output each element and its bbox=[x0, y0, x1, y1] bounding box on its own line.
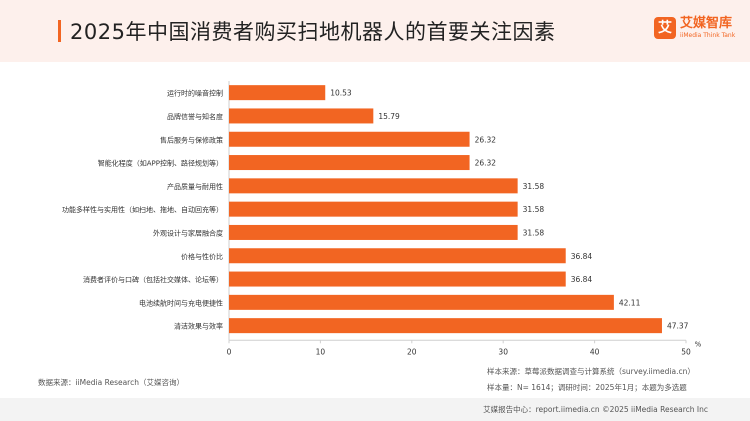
tick-label: 40 bbox=[590, 347, 600, 356]
category-label: 功能多样性与实用性（如扫地、拖地、自动回充等） bbox=[62, 205, 223, 214]
sample-source-note: 样本来源：草莓派数据调查与计算系统（survey.iimedia.cn） bbox=[487, 367, 695, 376]
logo-subtitle: iiMedia Think Tank bbox=[680, 32, 736, 39]
tick-label: 20 bbox=[407, 347, 417, 356]
bar bbox=[229, 155, 470, 171]
tick-label: 50 bbox=[681, 347, 691, 356]
logo-mark-icon: 艾 bbox=[654, 17, 676, 39]
data-source-note: 数据来源：iiMedia Research（艾媒咨询） bbox=[38, 378, 184, 387]
bar bbox=[229, 131, 470, 147]
category-label: 消费者评价与口碑（包括社交媒体、论坛等） bbox=[83, 275, 223, 284]
category-label: 售后服务与保修政策 bbox=[160, 135, 223, 144]
category-label: 电池续航时间与充电便捷性 bbox=[139, 298, 223, 307]
unit-label: % bbox=[695, 340, 702, 348]
data-label: 36.84 bbox=[571, 252, 593, 261]
bar bbox=[229, 108, 374, 124]
data-label: 15.79 bbox=[378, 112, 400, 121]
title-accent bbox=[58, 20, 61, 42]
data-label: 31.58 bbox=[523, 205, 545, 214]
data-label: 26.32 bbox=[475, 159, 497, 168]
bar bbox=[229, 248, 566, 264]
data-label: 36.84 bbox=[571, 275, 593, 284]
category-label: 清洁效果与效率 bbox=[174, 322, 223, 331]
category-label: 运行时的噪音控制 bbox=[167, 89, 223, 98]
tick-label: 0 bbox=[227, 347, 232, 356]
bar bbox=[229, 85, 326, 101]
bar bbox=[229, 271, 566, 287]
category-label: 外观设计与家居融合度 bbox=[153, 228, 223, 237]
category-label: 产品质量与耐用性 bbox=[167, 182, 223, 191]
title-bar: 2025年中国消费者购买扫地机器人的首要关注因素 艾 艾媒智库 iiMedia … bbox=[0, 0, 750, 62]
bar-chart: 运行时的噪音控制 10.53 品牌信誉与知名度 15.79 售后服务与保修政策 26.32… bbox=[62, 81, 702, 356]
data-label: 31.58 bbox=[523, 182, 545, 191]
sample-size-note: 样本量：N= 1614；调研时间：2025年1月；本题为多选题 bbox=[487, 383, 687, 392]
bar bbox=[229, 224, 518, 240]
category-label: 价格与性价比 bbox=[181, 252, 223, 261]
category-label: 品牌信誉与知名度 bbox=[167, 112, 223, 121]
footer-text: 艾媒报告中心：report.iimedia.cn ©2025 iiMedia R… bbox=[483, 405, 708, 414]
data-label: 31.58 bbox=[523, 228, 545, 237]
bar bbox=[229, 318, 662, 334]
data-label: 47.37 bbox=[667, 322, 689, 331]
data-label: 10.53 bbox=[330, 89, 352, 98]
data-label: 26.32 bbox=[475, 135, 497, 144]
bar bbox=[229, 178, 518, 194]
data-label: 42.11 bbox=[619, 298, 641, 307]
tick-label: 30 bbox=[498, 347, 508, 356]
bar bbox=[229, 201, 518, 217]
footer: 艾媒报告中心：report.iimedia.cn ©2025 iiMedia R… bbox=[0, 398, 750, 421]
category-label: 智能化程度（如APP控制、路径规划等） bbox=[98, 159, 223, 168]
page-title: 2025年中国消费者购买扫地机器人的首要关注因素 bbox=[70, 20, 556, 44]
brand-logo: 艾 艾媒智库 iiMedia Think Tank bbox=[654, 17, 740, 47]
bar bbox=[229, 294, 614, 310]
tick-label: 10 bbox=[316, 347, 326, 356]
logo-name: 艾媒智库 bbox=[680, 16, 733, 31]
